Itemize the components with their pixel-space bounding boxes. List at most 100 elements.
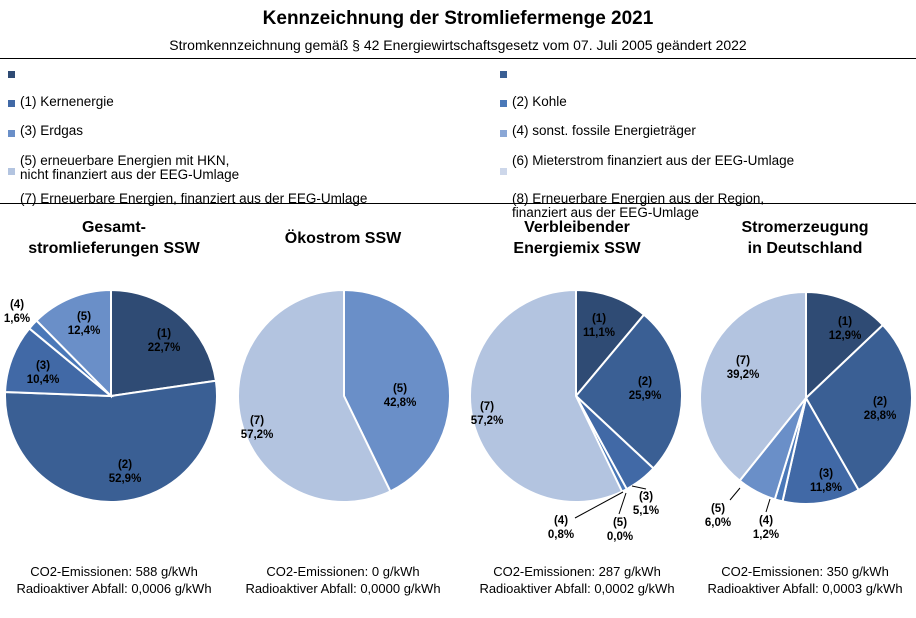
pie-chart-3: (1) 12,9% (2) 28,8% (3) 11,8% (4) 1,2% (5) 6,0% (7…	[699, 290, 913, 541]
slice-percent: 28,8%	[864, 410, 897, 422]
chart-title-verbleibend: Verbleibender Energiemix SSW	[513, 219, 641, 257]
pie-chart-0: (1) 22,7% (2) 52,9% (3) 10,4% (4) 1,6% (5) 12,4%	[4, 288, 218, 503]
legend-label: (2) Kohle	[512, 94, 567, 109]
legend-item-5: (5) erneuerbare Energien mit HKN, nicht …	[8, 126, 239, 196]
slice-percent: 57,2%	[241, 429, 274, 441]
leader-line-5	[729, 487, 741, 501]
slice-category: (7)	[250, 415, 264, 427]
slice-category: (4)	[554, 515, 568, 527]
page-title: Kennzeichnung der Stromliefermenge 2021	[262, 8, 654, 29]
footnote-oekostrom: CO2-Emissionen: 0 g/kWh Radioaktiver Abf…	[232, 563, 454, 597]
pie-slice-2	[804, 323, 913, 492]
chart-title-oekostrom: Ökostrom SSW	[284, 230, 402, 247]
pie-slice-7	[237, 288, 392, 503]
slice-label-5: (5) 0,0%	[607, 517, 633, 543]
legend-item-6: (6) Mieterstrom finanziert aus der EEG-U…	[500, 126, 794, 182]
co2-emissions: CO2-Emissionen: 350 g/kWh	[721, 564, 889, 579]
legend-swatch	[8, 168, 15, 175]
slice-percent: 42,8%	[384, 397, 417, 409]
slice-percent: 11,8%	[810, 482, 842, 494]
slice-label-2: (2) 52,9%	[109, 459, 142, 485]
slice-category: (5)	[613, 517, 627, 529]
legend-swatch	[8, 130, 15, 137]
page-subtitle: Stromkennzeichnung gemäß § 42 Energiewir…	[169, 37, 747, 53]
slice-label-4: (4) 1,6%	[4, 299, 30, 325]
slice-label-2: (2) 25,9%	[629, 376, 662, 402]
slice-label-5: (5) 42,8%	[384, 383, 417, 409]
co2-emissions: CO2-Emissionen: 0 g/kWh	[266, 564, 420, 579]
legend-label: (4) sonst. fossile Energieträger	[512, 123, 696, 138]
slice-percent: 25,9%	[629, 390, 662, 402]
chart-title-gesamt: Gesamt- stromlieferungen SSW	[28, 219, 200, 257]
legend-item-7: (7) Erneuerbare Energien, finanziert aus…	[8, 164, 367, 220]
pie-slice-5	[343, 288, 451, 493]
legend-item-4: (4) sonst. fossile Energieträger	[500, 96, 696, 152]
footnote-verbleibend: CO2-Emissionen: 287 g/kWh Radioaktiver A…	[466, 563, 688, 597]
slice-category: (1)	[592, 313, 606, 325]
pie-slice-2	[574, 313, 683, 470]
slice-label-3: (3) 11,8%	[810, 468, 842, 494]
slice-category: (2)	[638, 376, 652, 388]
slice-category: (5)	[77, 311, 91, 323]
slice-category: (3)	[36, 360, 50, 372]
pie-slice-1	[575, 288, 646, 399]
legend-swatch	[500, 100, 507, 107]
slice-percent: 0,8%	[548, 529, 574, 541]
slice-percent: 52,9%	[109, 473, 142, 485]
pie-slice-1	[805, 290, 885, 401]
slice-category: (7)	[480, 401, 494, 413]
slice-label-3: (3) 10,4%	[27, 360, 60, 386]
slice-percent: 10,4%	[27, 374, 60, 386]
legend-label: (8) Erneuerbare Energien aus der Region,…	[512, 191, 765, 220]
footnote-deutschland: CO2-Emissionen: 350 g/kWh Radioaktiver A…	[694, 563, 916, 597]
legend-item-8: (8) Erneuerbare Energien aus der Region,…	[500, 164, 764, 234]
pie-slice-3	[781, 395, 860, 506]
legend-swatch	[8, 100, 15, 107]
slice-percent: 1,6%	[4, 313, 30, 325]
co2-emissions: CO2-Emissionen: 588 g/kWh	[30, 564, 198, 579]
slice-category: (5)	[393, 383, 407, 395]
pie-slice-7	[469, 288, 624, 503]
title-divider	[0, 58, 916, 59]
slice-label-1: (1) 12,9%	[829, 316, 862, 342]
pie-chart-2: (1) 11,1% (2) 25,9% (3) 5,1% (5) 0,0% (4) 0,8% (7)…	[469, 288, 683, 543]
slice-category: (4)	[10, 299, 24, 311]
slice-category: (3)	[639, 491, 653, 503]
slice-percent: 1,2%	[753, 529, 779, 541]
legend-label: (5) erneuerbare Energien mit HKN, nicht …	[20, 153, 240, 182]
chart-title-deutschland: Stromerzeugung in Deutschland	[741, 219, 869, 257]
slice-percent: 39,2%	[727, 369, 760, 381]
legend-label: (3) Erdgas	[20, 123, 84, 138]
slice-percent: 12,9%	[829, 330, 862, 342]
pie-slice-1	[110, 288, 218, 398]
leader-line-4	[765, 498, 771, 513]
leader-line-4	[574, 491, 624, 519]
pie-slice-3	[4, 327, 114, 398]
slice-label-5: (5) 12,4%	[68, 311, 101, 337]
legend-swatch	[8, 71, 15, 78]
slice-label-1: (1) 11,1%	[583, 313, 615, 339]
leader-line-3	[631, 485, 647, 490]
slice-percent: 0,0%	[607, 531, 633, 543]
pie-slice-5	[35, 288, 112, 399]
slice-label-4: (4) 1,2%	[753, 515, 779, 541]
slice-label-5: (5) 6,0%	[705, 503, 731, 529]
legend-label: (1) Kernenergie	[20, 94, 114, 109]
radioactive-waste: Radioaktiver Abfall: 0,0002 g/kWh	[479, 581, 675, 596]
pie-slice-7	[699, 290, 807, 483]
slice-percent: 6,0%	[705, 517, 731, 529]
pie-chart-1: (5) 42,8% (7) 57,2%	[237, 288, 451, 503]
slice-label-7: (7) 57,2%	[241, 415, 274, 441]
slice-label-1: (1) 22,7%	[148, 328, 181, 354]
slice-percent: 12,4%	[68, 325, 101, 337]
slice-category: (1)	[838, 316, 852, 328]
leader-line-5	[618, 492, 627, 515]
legend-label: (7) Erneuerbare Energien, finanziert aus…	[20, 191, 368, 206]
radioactive-waste: Radioaktiver Abfall: 0,0003 g/kWh	[707, 581, 903, 596]
slice-percent: 5,1%	[633, 505, 659, 517]
legend-label: (6) Mieterstrom finanziert aus der EEG-U…	[512, 153, 795, 168]
legend-item-3: (3) Erdgas	[8, 96, 83, 152]
legend-item-2: (2) Kohle	[500, 67, 567, 123]
co2-emissions: CO2-Emissionen: 287 g/kWh	[493, 564, 661, 579]
